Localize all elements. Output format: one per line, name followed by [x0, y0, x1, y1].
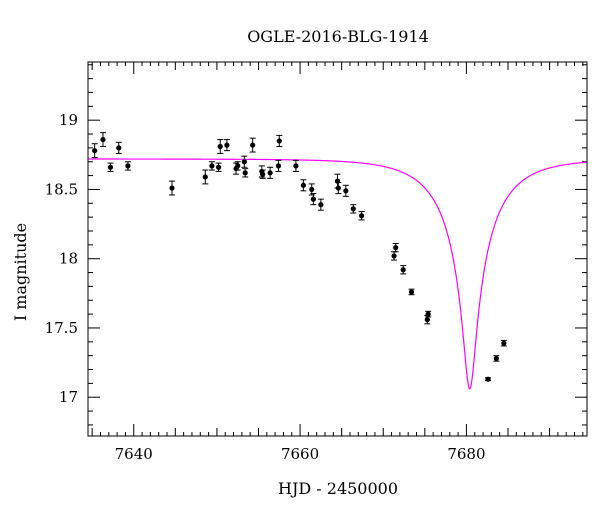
x-tick-label: 7680: [447, 445, 485, 463]
x-axis-label: HJD - 2450000: [278, 479, 398, 498]
data-point: [408, 288, 415, 296]
data-marker: [92, 148, 98, 154]
data-point: [267, 166, 274, 179]
data-marker: [107, 164, 114, 170]
data-marker: [400, 267, 406, 273]
data-point: [493, 355, 500, 362]
data-point: [202, 169, 209, 185]
data-point: [310, 193, 317, 206]
data-marker: [318, 202, 324, 208]
data-marker: [242, 170, 248, 176]
data-point: [115, 141, 122, 154]
axis-ticks: [88, 62, 587, 436]
data-marker: [485, 376, 491, 382]
y-tick-label: 17.5: [45, 319, 78, 337]
data-marker: [408, 289, 415, 295]
data-marker: [202, 174, 208, 180]
y-axis-label: I magnitude: [11, 223, 30, 321]
data-marker: [260, 171, 266, 177]
data-marker: [425, 311, 431, 317]
data-point: [391, 251, 398, 261]
data-marker: [293, 163, 299, 169]
data-marker: [217, 143, 223, 150]
y-tick-label: 18: [59, 250, 78, 268]
data-marker: [235, 163, 241, 169]
y-tick-label: 17: [59, 388, 78, 406]
data-point: [358, 211, 365, 221]
data-point: [234, 161, 241, 171]
data-marker: [250, 142, 256, 148]
data-marker: [359, 213, 365, 219]
data-marker: [267, 170, 273, 176]
data-point: [317, 198, 324, 211]
x-tick-label: 7660: [281, 445, 319, 463]
data-marker: [343, 188, 349, 194]
data-point: [91, 143, 98, 159]
data-marker: [393, 245, 399, 251]
data-marker: [125, 163, 131, 169]
data-marker: [100, 136, 106, 143]
data-point: [208, 161, 215, 171]
data-marker: [276, 138, 282, 144]
y-tick-label: 18.5: [45, 180, 78, 198]
data-marker: [310, 196, 316, 202]
data-marker: [224, 142, 230, 148]
data-point: [300, 179, 307, 192]
data-point: [241, 155, 248, 168]
data-marker: [424, 317, 430, 323]
data-marker: [209, 163, 215, 169]
data-point: [392, 242, 399, 253]
data-marker: [241, 159, 247, 165]
data-marker: [335, 185, 341, 191]
data-marker: [493, 355, 499, 362]
data-point: [335, 182, 342, 195]
data-point: [249, 137, 256, 153]
data-points: [91, 132, 507, 382]
data-marker: [116, 145, 122, 151]
data-point: [350, 204, 357, 214]
data-point: [99, 132, 106, 147]
y-tick-label: 19: [59, 111, 78, 129]
data-point: [107, 162, 114, 172]
data-point: [500, 339, 507, 347]
x-tick-label: 7640: [115, 445, 153, 463]
data-point: [292, 159, 299, 172]
data-point: [342, 184, 349, 197]
chart-title: OGLE-2016-BLG-1914: [247, 27, 429, 46]
data-marker: [309, 186, 315, 193]
data-marker: [275, 163, 282, 169]
data-point: [242, 168, 249, 178]
data-marker: [501, 340, 507, 346]
data-marker: [391, 253, 397, 259]
data-point: [215, 162, 222, 172]
data-marker: [300, 182, 307, 188]
data-point: [168, 180, 175, 196]
data-point: [217, 139, 224, 154]
data-point: [400, 265, 407, 275]
data-point: [276, 134, 283, 147]
data-point: [223, 139, 230, 152]
plot-frame: [87, 61, 588, 437]
data-point: [425, 310, 432, 318]
model-curve: [88, 158, 587, 391]
data-marker: [350, 206, 356, 212]
data-point: [259, 169, 266, 179]
data-point: [485, 376, 492, 382]
data-point: [275, 159, 282, 172]
data-marker: [169, 185, 175, 191]
data-marker: [215, 164, 222, 170]
tick-labels: 7640 7660 7680 17 17.5 18 18.5 19: [45, 111, 486, 463]
data-point: [124, 161, 131, 171]
